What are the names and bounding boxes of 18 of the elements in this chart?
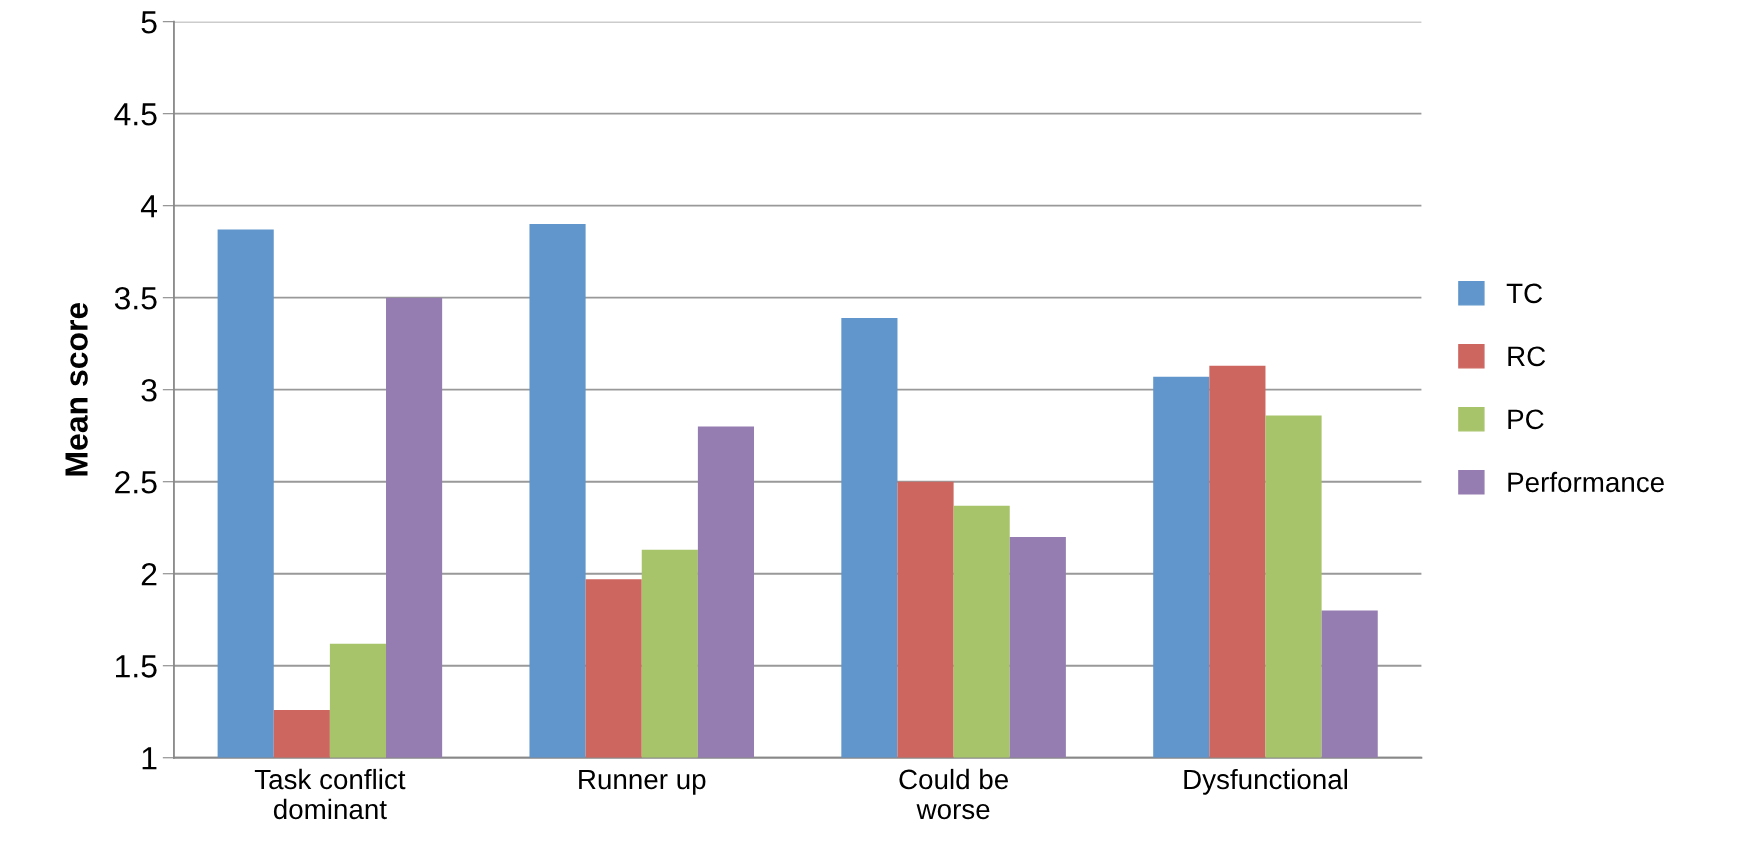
x-tick-label: Dysfunctional (1184, 768, 1347, 795)
legend-label: RC (1508, 346, 1546, 367)
y-tick-label: 5 (141, 11, 157, 34)
x-tick-label: Runner up (579, 769, 706, 795)
legend-label: Performance (1508, 471, 1664, 493)
legend-label: PC (1508, 409, 1544, 430)
y-tick-label: 3.5 (114, 286, 157, 310)
y-tick-label: 2 (141, 563, 157, 586)
y-tick-label: 4.5 (114, 103, 157, 126)
y-tick-label: 4 (140, 195, 158, 218)
y-tick-label: 1.5 (116, 655, 157, 678)
y-tick-label: 1 (142, 747, 157, 770)
y-axis-title: Mean score (65, 302, 88, 476)
y-tick-label: 3 (141, 378, 157, 402)
x-tick-label: Task conflict dominant (254, 768, 406, 820)
x-tick-label: Could be worse (899, 768, 1008, 820)
y-tick-label: 2.5 (115, 471, 157, 494)
legend-label: TC (1506, 283, 1543, 304)
